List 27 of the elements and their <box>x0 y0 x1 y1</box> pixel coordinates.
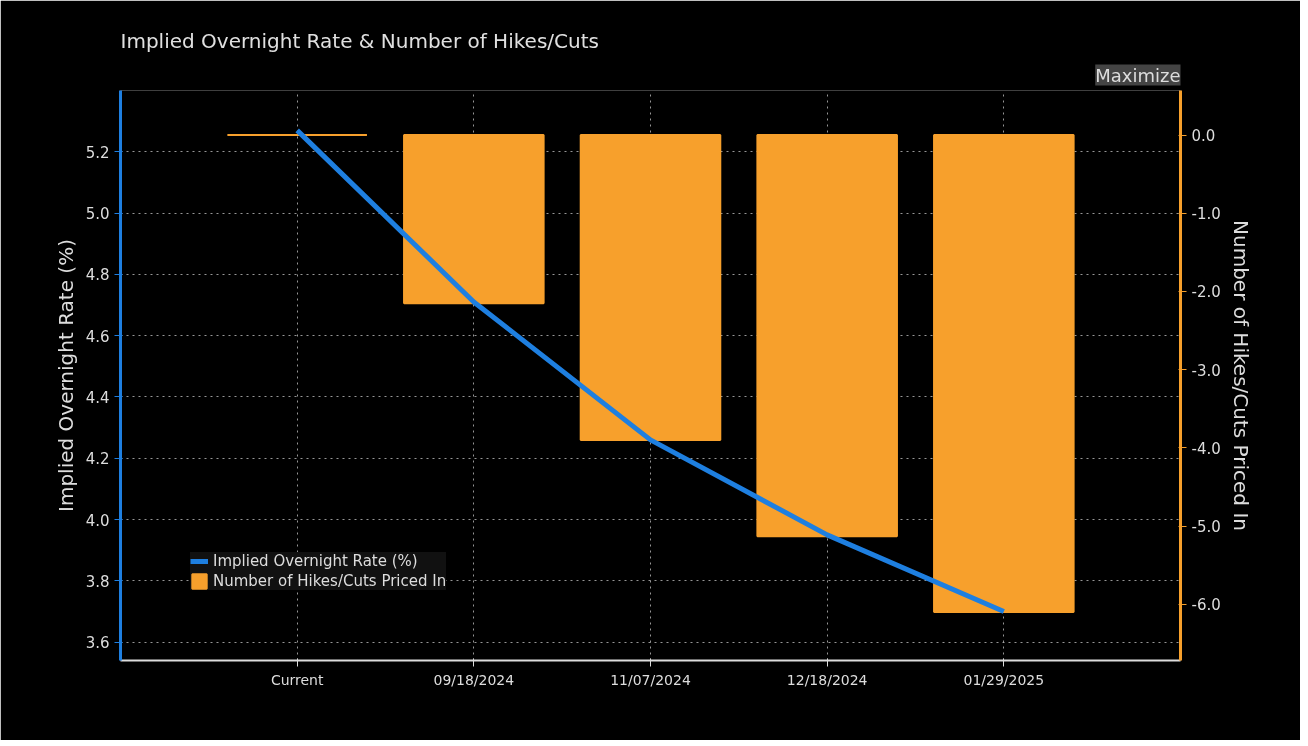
x-tick-label: Current <box>270 671 324 688</box>
x-tick-label: 12/18/2024 <box>786 671 868 688</box>
chart-title: Implied Overnight Rate & Number of Hikes/Cuts <box>120 28 599 53</box>
y-tick-label: 4.2 <box>85 450 110 469</box>
x-tick-label: 01/29/2025 <box>963 671 1045 688</box>
y2-axis-title: Number of Hikes/Cuts Priced In <box>1228 220 1253 531</box>
y2-tick-label: -6.0 <box>1191 596 1221 615</box>
y2-tick-label: -1.0 <box>1191 205 1221 224</box>
y-tick-label: 4.0 <box>85 511 110 530</box>
y2-tick-label: -3.0 <box>1191 361 1221 380</box>
legend-label: Implied Overnight Rate (%) <box>213 552 418 570</box>
y2-tick-label: 0.0 <box>1191 127 1216 146</box>
y2-tick-label: -2.0 <box>1191 283 1221 302</box>
y-tick-label: 3.8 <box>85 572 110 591</box>
y-tick-label: 5.2 <box>85 143 110 162</box>
y2-tick-label: -4.0 <box>1191 439 1221 458</box>
y-tick-label: 5.0 <box>85 205 110 224</box>
y-tick-label: 3.6 <box>85 634 110 653</box>
y-tick-label: 4.6 <box>85 327 110 346</box>
y2-tick-label: -5.0 <box>1191 518 1221 537</box>
y-tick-label: 4.4 <box>85 388 110 407</box>
y-tick-label: 4.8 <box>85 266 110 285</box>
text: Maximize <box>1095 64 1181 86</box>
y-axis-title: Implied Overnight Rate (%) <box>53 239 78 512</box>
x-tick-label: 09/18/2024 <box>433 671 515 688</box>
legend-label: Number of Hikes/Cuts Priced In <box>213 572 447 590</box>
x-tick-label: 11/07/2024 <box>610 671 691 688</box>
